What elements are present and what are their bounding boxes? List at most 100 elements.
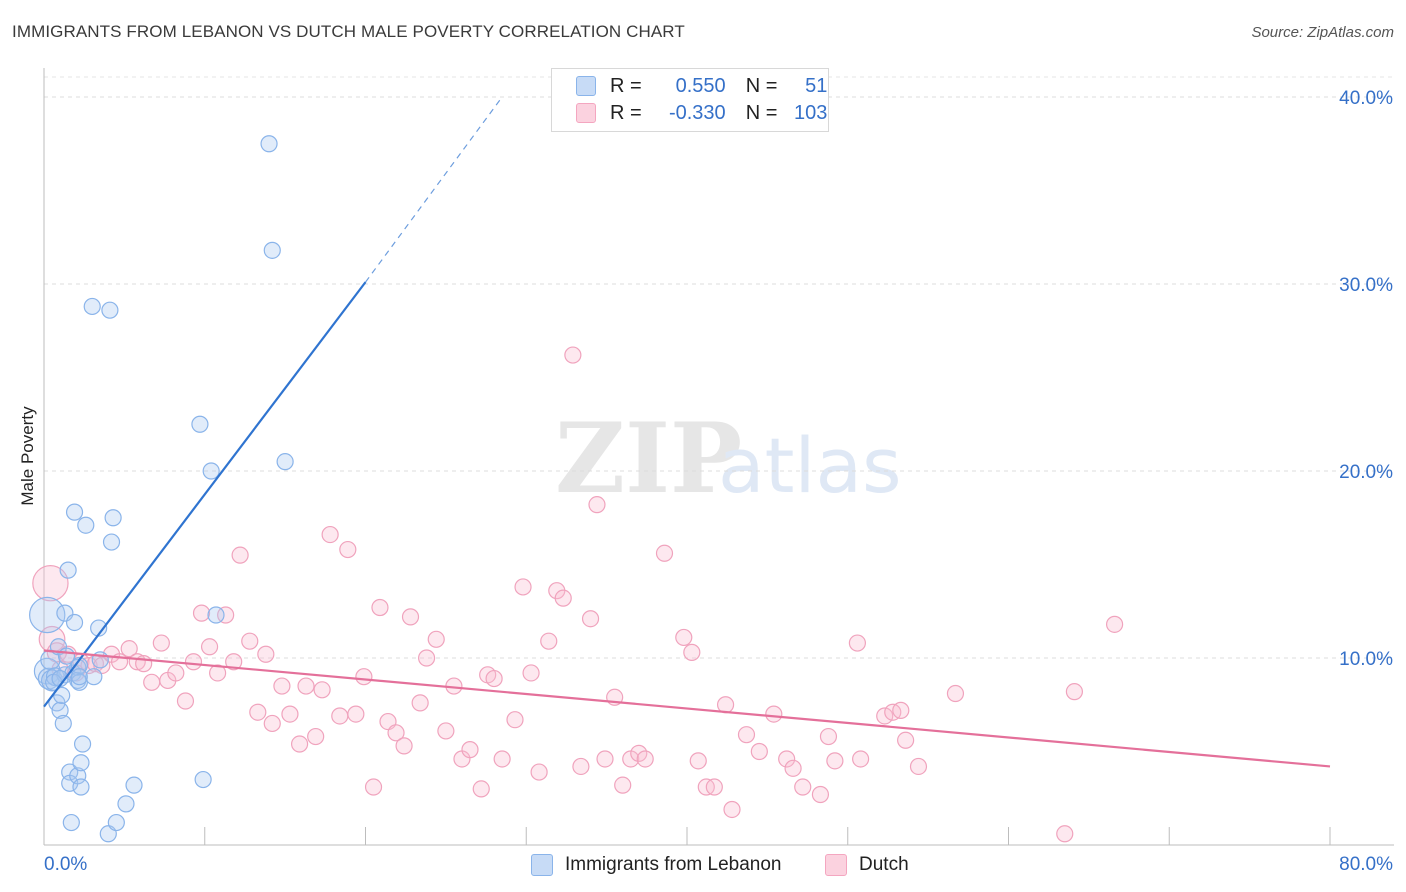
lebanon-trend-line [43, 281, 367, 708]
legend-row-lebanon: R = 0.550 N = 51 [576, 74, 827, 98]
dutch-point [461, 741, 479, 759]
dutch-point [249, 703, 267, 721]
lebanon-point [70, 668, 88, 686]
dutch-point [371, 598, 389, 617]
dutch-point [750, 742, 768, 761]
lebanon-point [107, 813, 125, 832]
lebanon-point [263, 241, 281, 259]
legend-swatch-dutch [576, 103, 596, 123]
lebanon-point [125, 776, 143, 794]
dutch-point [347, 705, 365, 723]
lebanon-point [29, 596, 66, 634]
dutch-point [313, 681, 331, 699]
bottom-legend-lebanon: Immigrants from Lebanon [531, 852, 782, 878]
legend-r-label: R = [610, 101, 642, 124]
dutch-point [737, 726, 756, 744]
dutch-point [892, 701, 910, 719]
dutch-point [290, 735, 309, 753]
legend-n-label: N = [745, 101, 778, 124]
lebanon-point [194, 770, 212, 789]
dutch-point [564, 346, 582, 364]
dutch-point [655, 544, 674, 562]
lebanon-point [202, 462, 220, 480]
lebanon-point [102, 533, 121, 551]
dutch-point [852, 750, 870, 768]
legend-swatch-lebanon [576, 76, 596, 96]
dutch-point [588, 496, 606, 514]
dutch-point [167, 664, 185, 682]
lebanon-point [77, 516, 95, 534]
dutch-point [120, 640, 138, 658]
dutch-point [307, 727, 325, 746]
lebanon-point [117, 795, 135, 813]
dutch-point [946, 684, 965, 703]
dutch-point [152, 634, 170, 652]
dutch-point [784, 759, 802, 777]
dutch-point [355, 668, 373, 686]
dutch-point [297, 677, 315, 695]
dutch-point [331, 707, 349, 725]
dutch-point [675, 628, 693, 647]
dutch-point [596, 750, 614, 768]
dutch-point [493, 750, 511, 768]
dutch-point [581, 610, 600, 628]
lebanon-point [72, 754, 90, 772]
lebanon-point [191, 415, 209, 433]
dutch-point [683, 643, 701, 661]
dutch-point [876, 707, 894, 725]
lebanon-point [65, 503, 84, 521]
dutch-point [811, 785, 830, 804]
lebanon-point [73, 735, 92, 753]
x-tick-label: 80.0% [1339, 854, 1393, 875]
dutch-point [794, 778, 812, 796]
lebanon-point [51, 701, 69, 719]
dutch-point [897, 731, 915, 749]
legend-row-dutch: R = -0.330 N = 103 [576, 101, 827, 125]
dutch-point [636, 750, 654, 768]
bottom-legend-swatch-dutch [825, 854, 847, 876]
dutch-point [263, 714, 281, 733]
dutch-point [522, 664, 540, 682]
dutch-point [32, 565, 69, 602]
lebanon-point [207, 606, 225, 624]
lebanon-point [62, 813, 80, 832]
legend-r-value-lebanon: 0.550 [675, 74, 726, 97]
lebanon-point [104, 509, 122, 527]
lebanon-point [83, 297, 101, 316]
legend-n-value-lebanon: 51 [805, 74, 828, 97]
bottom-legend-label-dutch: Dutch [859, 854, 909, 875]
dutch-point [257, 645, 275, 663]
dutch-point [387, 724, 405, 742]
dutch-point [1105, 615, 1124, 633]
lebanon-point [276, 453, 294, 471]
dutch-point [281, 705, 299, 723]
dutch-point [765, 705, 783, 723]
dutch-point [273, 677, 291, 695]
dutch-point [401, 608, 420, 626]
dutch-point [506, 711, 524, 729]
bottom-legend-label-lebanon: Immigrants from Lebanon [565, 854, 782, 875]
dutch-point [554, 589, 572, 607]
legend-n-label: N = [745, 74, 778, 97]
y-tick-label: 40.0% [1339, 88, 1393, 109]
lebanon-point [101, 301, 119, 319]
lebanon-point [65, 613, 84, 632]
stats-legend: R = 0.550 N = 51 R = -0.330 N = 103 [551, 68, 829, 132]
dutch-point [437, 722, 455, 740]
dutch-point [723, 800, 741, 819]
dutch-point [411, 694, 429, 712]
dutch-point [1065, 683, 1084, 701]
y-tick-label: 10.0% [1339, 649, 1393, 670]
lebanon-point [85, 668, 103, 686]
lebanon-point [69, 767, 87, 785]
dutch-point [540, 632, 558, 650]
dutch-point [716, 696, 735, 714]
legend-r-label: R = [610, 74, 642, 97]
dutch-point [472, 780, 490, 798]
dutch-point [321, 525, 339, 544]
dutch-point [225, 653, 243, 671]
dutch-point [395, 737, 413, 755]
lebanon-point [260, 135, 278, 153]
dutch-point [530, 763, 548, 781]
dutch-point [614, 776, 632, 794]
